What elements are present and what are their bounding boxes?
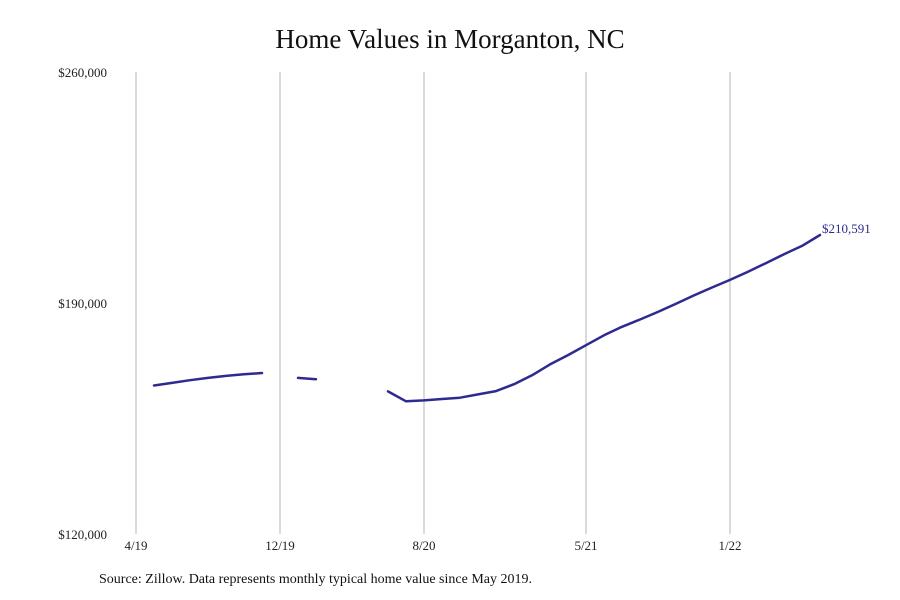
x-tick-label: 8/20: [412, 538, 435, 553]
end-value-label: $210,591: [822, 221, 871, 236]
series-line-segment-0: [152, 371, 264, 387]
y-tick-label: $190,000: [58, 296, 107, 311]
x-tick-label: 1/22: [718, 538, 741, 553]
x-tick-label: 5/21: [574, 538, 597, 553]
y-axis-tick-labels: $260,000 $190,000 $120,000: [58, 65, 107, 542]
y-tick-label: $260,000: [58, 65, 107, 80]
x-tick-label: 12/19: [265, 538, 295, 553]
x-axis-tick-labels: 4/19 12/19 8/20 5/21 1/22: [124, 538, 741, 553]
series-line-segment-1: [296, 376, 318, 381]
source-note: Source: Zillow. Data represents monthly …: [99, 572, 532, 587]
series-line-segment-2: [386, 233, 822, 403]
chart-title: Home Values in Morganton, NC: [275, 24, 625, 54]
series-lines: [152, 233, 822, 403]
gridlines: [135, 72, 731, 534]
x-tick-label: 4/19: [124, 538, 147, 553]
y-tick-label: $120,000: [58, 527, 107, 542]
